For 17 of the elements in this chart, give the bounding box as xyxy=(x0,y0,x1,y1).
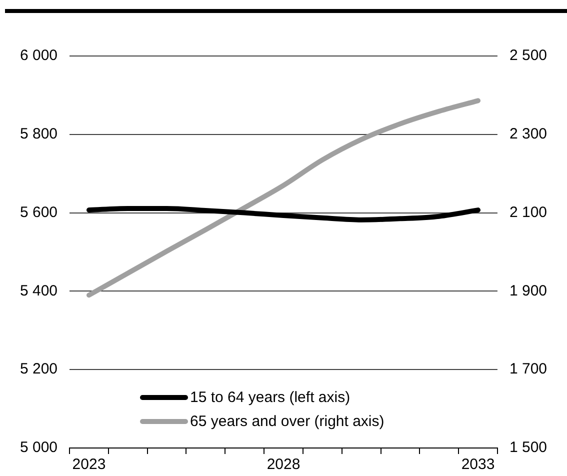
x-tick-label: 2033 xyxy=(461,456,495,474)
y2-tick-label: 1 500 xyxy=(509,439,548,456)
y2-tick-label: 2 500 xyxy=(509,47,548,64)
x-tick-label: 2028 xyxy=(266,456,300,474)
x-tick-label: 2023 xyxy=(72,456,106,474)
legend-label: 15 to 64 years (left axis) xyxy=(190,388,350,406)
legend-label: 65 years and over (right axis) xyxy=(190,412,384,430)
y2-tick-label: 1 900 xyxy=(509,282,548,300)
y-tick-label: 5 800 xyxy=(20,126,58,143)
y-tick-label: 6 000 xyxy=(20,47,58,64)
y-tick-label: 5 400 xyxy=(20,282,58,300)
y2-tick-label: 1 700 xyxy=(509,360,548,378)
y-tick-label: 5 000 xyxy=(20,439,58,456)
y-tick-label: 5 600 xyxy=(20,204,58,221)
y-tick-label: 5 200 xyxy=(20,360,58,378)
y2-tick-label: 2 300 xyxy=(509,126,548,143)
y2-tick-label: 2 100 xyxy=(509,204,548,221)
